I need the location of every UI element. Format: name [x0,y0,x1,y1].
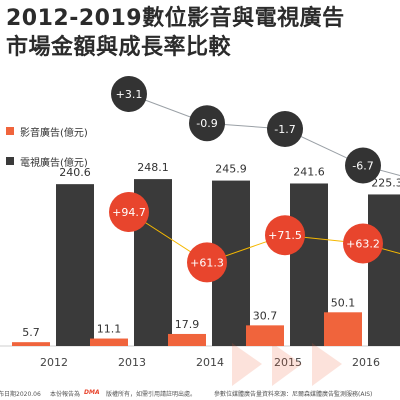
legend: 影音廣告(億元) 電視廣告(億元) [6,121,88,181]
footer: 布日期2020.06 本份報告為 DMA 版權所有，如需引用請註明出處。 參數位… [0,386,400,400]
tv-growth-bubble-2013 [111,76,147,112]
legend-item-digital: 影音廣告(億元) [6,121,88,141]
title-line-2: 市場金額與成長率比較 [6,35,232,60]
x-tick-2016: 2016 [352,356,380,369]
data-label-tv-2015: 241.6 [293,165,325,178]
tv-growth-label-2013: +3.1 [116,88,143,101]
data-label-digital-2012: 5.7 [22,326,40,339]
digital-growth-label-2016: +63.2 [346,238,380,251]
tv-growth-label-2014: -0.9 [196,117,217,130]
digital-growth-bubble-2013 [109,192,149,232]
decorative-chevrons [232,343,342,386]
tv-growth-bubble-2014 [189,105,225,142]
footer-logo: DMA [84,389,100,396]
page-title: 2012-2019數位影音與電視廣告 市場金額與成長率比較 [6,4,345,62]
legend-item-tv: 電視廣告(億元) [6,151,88,171]
footer-note: 本份報告為 [50,391,81,398]
digital-growth-label-2014: +61.3 [190,256,224,269]
x-tick-2015: 2015 [274,356,302,369]
data-label-digital-2013: 11.1 [97,323,122,336]
digital-growth-label-2013: +94.7 [112,206,146,219]
legend-swatch-digital [6,127,14,135]
x-tick-2014: 2014 [196,356,224,369]
bar-digital-2013 [90,338,128,346]
data-label-tv-2013: 248.1 [137,161,169,174]
data-label-tv-2014: 245.9 [215,163,247,176]
footer-rights: 版權所有，如需引用請註明出處。 [106,391,197,398]
tv-growth-bubble-2016 [345,147,381,184]
legend-label-tv: 電視廣告(億元) [20,157,88,169]
bar-digital-2016 [324,312,362,346]
x-tick-2012: 2012 [40,356,68,369]
bar-digital-2014 [168,333,206,346]
bar-digital-2015 [246,325,284,346]
title-line-1: 2012-2019數位影音與電視廣告 [6,6,345,31]
tv-growth-bubble-2015 [267,111,303,148]
x-tick-2013: 2013 [118,356,146,369]
data-label-digital-2014: 17.9 [175,318,200,331]
bar-tv-2015 [290,183,328,346]
data-label-digital-2016: 50.1 [331,296,356,309]
bar-tv-2016 [368,194,400,346]
data-label-tv-2016: 225.3 [371,176,400,189]
data-label-digital-2015: 30.7 [253,309,278,322]
digital-growth-label-2015: +71.5 [268,229,302,242]
bar-digital-2012 [12,342,50,346]
bar-chart: 5.7 240.6 2012 11.1 248.1 2013 17.9 245.9 2014 30… [0,76,400,369]
digital-growth-bubble-2016 [343,223,383,264]
tv-growth-label-2015: -1.7 [274,123,295,136]
digital-growth-bubble-2015 [265,215,305,256]
legend-swatch-tv [6,157,14,165]
tv-growth-label-2016: -6.7 [352,160,373,173]
footer-date: 布日期2020.06 [0,391,41,398]
digital-growth-bubble-2014 [187,242,227,283]
footer-source: 參數位媒體廣告量資料來源：尼爾森媒體廣告監測服務(AIS) [214,391,373,398]
data-label-tv-2012: 240.6 [59,166,91,179]
bar-tv-2012 [56,184,94,346]
legend-label-digital: 影音廣告(億元) [20,127,88,139]
